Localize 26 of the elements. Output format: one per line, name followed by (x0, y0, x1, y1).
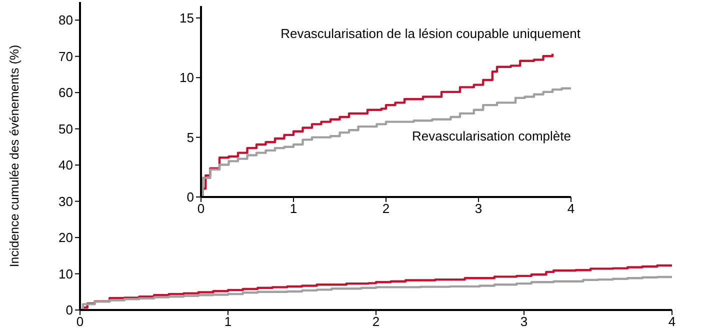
y-tick-label: 60 (58, 85, 73, 100)
y-tick-label: 15 (180, 10, 194, 26)
x-tick-label: 0 (76, 314, 84, 330)
y-tick-label: 10 (58, 266, 73, 282)
x-tick-label: 1 (224, 314, 232, 330)
x-tick-label: 1 (290, 201, 298, 216)
text: Revascularisation de la lésion coupable uniquement (280, 26, 581, 41)
y-tick-label: 80 (58, 12, 73, 28)
series-label: Revascularisation complète (412, 128, 571, 144)
y-tick-label: 50 (58, 121, 73, 136)
y-axis-title: Incidence cumulée des événements (%) (7, 44, 22, 268)
x-tick-label: 0 (197, 201, 205, 216)
x-tick-label: 3 (520, 314, 528, 330)
y-tick-label: 5 (186, 130, 194, 145)
y-tick-label: 10 (180, 70, 194, 86)
y-tick-label: 20 (58, 230, 73, 246)
x-tick-label: 2 (372, 314, 380, 330)
y-tick-label: 0 (66, 302, 73, 318)
x-tick-label: 4 (668, 314, 676, 330)
y-tick-label: 40 (58, 158, 73, 173)
x-tick-label: 4 (567, 201, 575, 216)
y-tick-label: 30 (58, 194, 73, 209)
x-tick-label: 3 (474, 201, 482, 216)
y-tick-label: 0 (186, 190, 194, 205)
y-tick-label: 70 (58, 48, 73, 64)
x-tick-label: 2 (382, 201, 390, 216)
